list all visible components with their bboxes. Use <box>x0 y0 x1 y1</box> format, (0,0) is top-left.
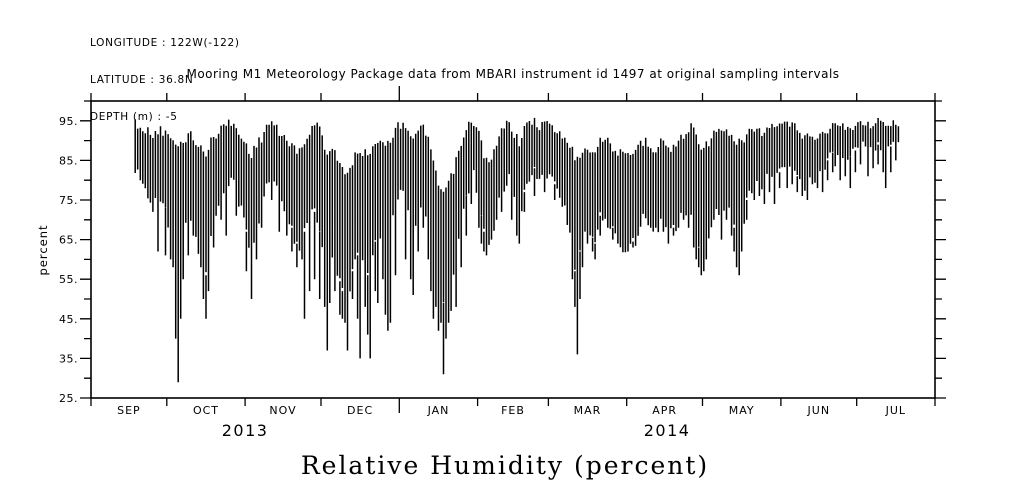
plot-frame <box>90 100 936 399</box>
x-axis-title: Relative Humidity (percent) <box>300 451 710 480</box>
month-label: MAR <box>574 404 602 417</box>
month-label: JUL <box>885 404 906 417</box>
header-metadata: LONGITUDE : 122W(-122) LATITUDE : 36.8N … <box>90 12 240 148</box>
y-tick-label: 65. <box>59 234 78 247</box>
month-label: NOV <box>269 404 296 417</box>
y-tick-label: 55. <box>59 273 78 286</box>
month-label: JAN <box>427 404 450 417</box>
y-tick-label: 25. <box>59 392 78 405</box>
y-tick-label: 85. <box>59 154 78 167</box>
header-longitude: LONGITUDE : 122W(-122) <box>90 36 240 49</box>
humidity-series <box>134 117 900 383</box>
month-label: DEC <box>347 404 373 417</box>
y-tick-label: 95. <box>59 115 78 128</box>
month-label: FEB <box>501 404 525 417</box>
y-tick-label: 75. <box>59 194 78 207</box>
year-label: 2013 <box>222 421 269 440</box>
header-depth: DEPTH (m) : -5 <box>90 111 178 124</box>
month-label: OCT <box>193 404 219 417</box>
y-tick-label: 45. <box>59 313 78 326</box>
chart-title: Mooring M1 Meteorology Package data from… <box>186 67 840 81</box>
month-label: SEP <box>117 404 141 417</box>
month-label: JUN <box>807 404 831 417</box>
year-label: 2014 <box>644 421 691 440</box>
y-tick-label: 35. <box>59 352 78 365</box>
month-label: MAY <box>729 404 755 417</box>
header-latitude: LATITUDE : 36.8N <box>90 74 194 87</box>
axis-ticks <box>80 86 946 413</box>
month-label: APR <box>652 404 677 417</box>
